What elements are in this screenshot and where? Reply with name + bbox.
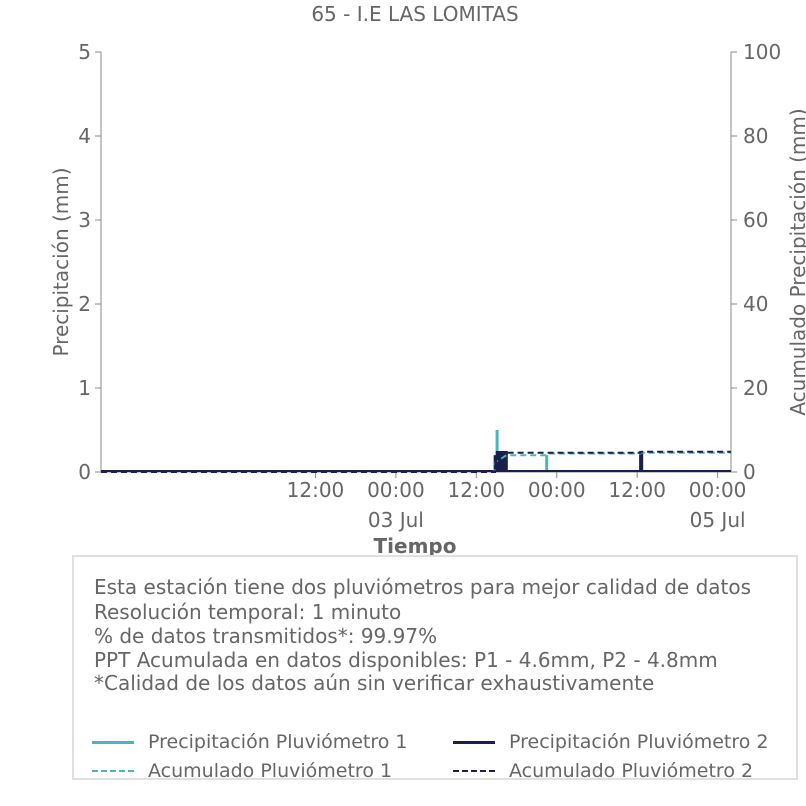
plot-area: 0 1 2 3 4 5 0 20 40 60 80 100 12:00 00:00 03 Jul 12:00 0… <box>78 40 781 532</box>
legend-item-precip-p1: Precipitación Pluviómetro 1 <box>92 731 422 755</box>
x-tick-label: 12:00 <box>447 478 505 502</box>
x-tick-label: 00:00 <box>528 478 586 502</box>
series-3-line <box>101 451 731 473</box>
station-info-box: Esta estación tiene dos pluviómetros par… <box>72 555 798 782</box>
legend-label-precip-p1: Precipitación Pluviómetro 1 <box>148 731 408 753</box>
legend-label-accum-p1: Acumulado Pluviómetro 1 <box>148 760 393 782</box>
y-tick-label: 4 <box>78 124 91 148</box>
info-line-dual-gauges: Esta estación tiene dos pluviómetros par… <box>94 575 752 599</box>
legend-swatch-accum-p1 <box>92 770 134 772</box>
series-4-line <box>101 450 731 473</box>
x-tick-label: 00:00 <box>367 478 425 502</box>
y-tick-label: 0 <box>78 460 91 484</box>
y2-tick-label: 0 <box>743 460 756 484</box>
y2-tick-label: 40 <box>743 292 768 316</box>
x-tick-sublabel: 03 Jul <box>368 508 424 532</box>
legend-label-precip-p2: Precipitación Pluviómetro 2 <box>509 731 769 753</box>
y2-tick-label: 60 <box>743 208 768 232</box>
y2-tick-label: 100 <box>743 40 781 64</box>
precipitation-chart: 65 - I.E LAS LOMITAS 0 1 2 3 4 5 0 20 40 60 80 100 1… <box>49 2 806 558</box>
info-line-quality-note: *Calidad de los datos aún sin verificar … <box>94 671 655 695</box>
info-line-transmitted: % de datos transmitidos*: 99.97% <box>94 624 438 648</box>
y-tick-label: 3 <box>78 208 91 232</box>
legend-item-accum-p2: Acumulado Pluviómetro 2 <box>453 760 793 784</box>
x-tick-label: 00:00 <box>689 478 747 502</box>
legend-item-precip-p2: Precipitación Pluviómetro 2 <box>453 731 793 755</box>
y-tick-label: 5 <box>78 40 91 64</box>
y-tick-label: 1 <box>78 376 91 400</box>
info-line-accumulated: PPT Acumulada en datos disponibles: P1 -… <box>94 648 718 672</box>
legend-item-accum-p1: Acumulado Pluviómetro 1 <box>92 760 422 784</box>
x-tick-sublabel: 05 Jul <box>690 508 746 532</box>
y2-tick-label: 80 <box>743 124 768 148</box>
y2-tick-label: 20 <box>743 376 768 400</box>
x-tick-label: 12:00 <box>608 478 666 502</box>
legend-swatch-accum-p2 <box>453 770 495 772</box>
x-axis-label: Tiempo <box>374 534 457 558</box>
y-tick-label: 2 <box>78 292 91 316</box>
legend-label-accum-p2: Acumulado Pluviómetro 2 <box>509 760 754 782</box>
chart-title: 65 - I.E LAS LOMITAS <box>311 2 518 26</box>
x-tick-label: 12:00 <box>287 478 345 502</box>
y-axis-label: Precipitación (mm) <box>49 167 73 356</box>
legend-swatch-precip-p2 <box>453 741 495 744</box>
legend-swatch-precip-p1 <box>92 741 134 744</box>
info-line-resolution: Resolución temporal: 1 minuto <box>94 600 402 624</box>
y2-axis-label: Acumulado Precipitación (mm) <box>786 108 806 415</box>
